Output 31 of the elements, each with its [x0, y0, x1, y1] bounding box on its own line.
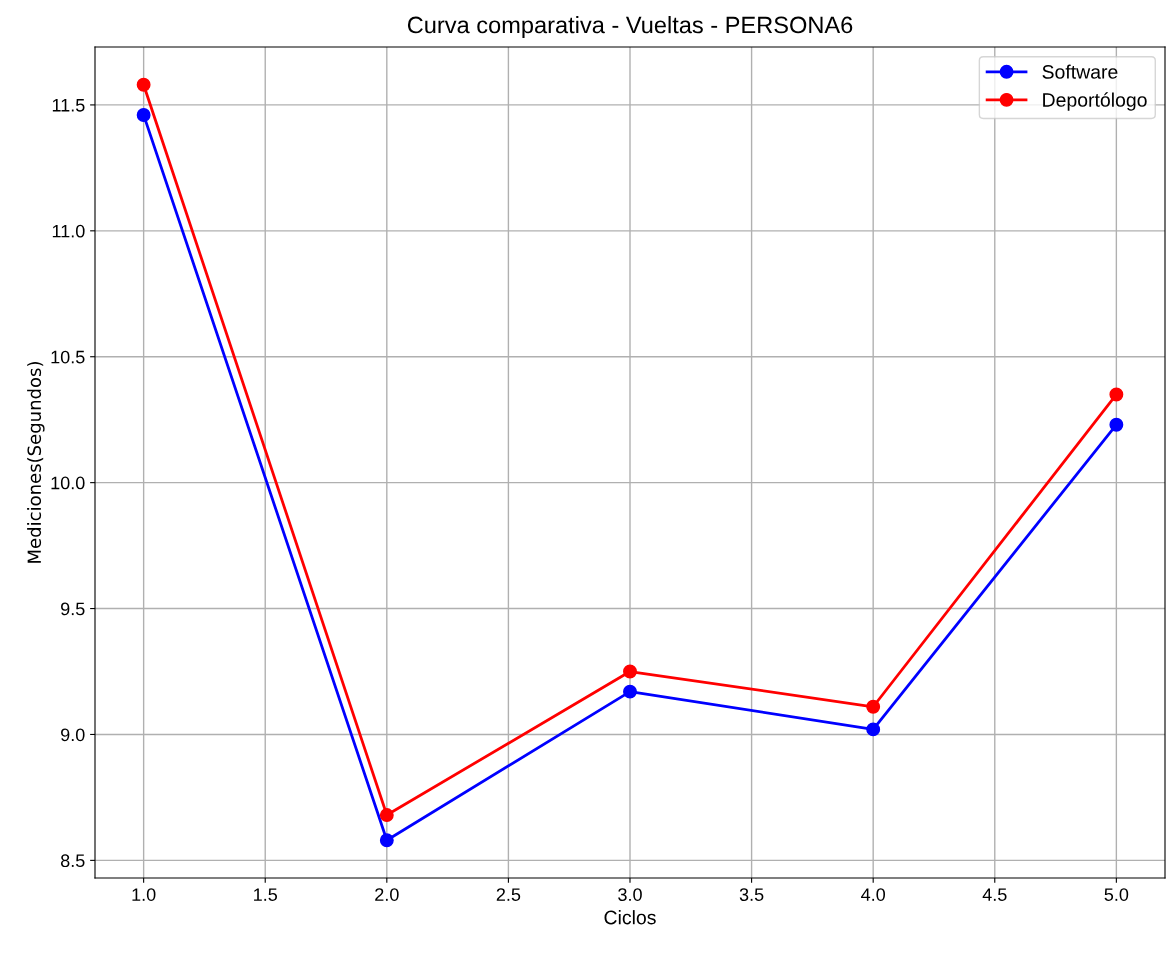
point — [379, 833, 394, 848]
x-tick-label: 1.5 — [254, 888, 278, 901]
chart-title: Curva comparativa - Vueltas - PERSONA6 — [407, 16, 853, 39]
x-tick-label: 1.0 — [132, 888, 156, 901]
legend-label: Software — [1042, 64, 1118, 79]
point — [136, 77, 151, 92]
point — [866, 699, 881, 714]
legend-label: Deportólogo — [1043, 92, 1147, 111]
y-tick-label: 11.5 — [52, 99, 85, 112]
x-tick-label: 5.0 — [1104, 888, 1129, 901]
x-tick-label: 4.5 — [982, 888, 1007, 901]
point — [379, 808, 394, 822]
point — [1109, 417, 1124, 432]
x-tick-label: 4.0 — [861, 888, 886, 901]
y-tick-label: 9.0 — [61, 728, 85, 742]
x-axis-title: Ciclos — [604, 910, 656, 925]
x-tick-label: 3.5 — [739, 888, 764, 901]
y-tick-label: 10.0 — [51, 476, 85, 490]
y-tick-label: 11.0 — [52, 224, 85, 238]
point — [623, 664, 637, 679]
point — [866, 722, 881, 737]
y-axis-title: Mediciones(Segundos) — [27, 362, 45, 563]
x-tick-label: 2.0 — [375, 888, 399, 901]
point — [1109, 387, 1124, 402]
point — [623, 684, 637, 699]
point — [136, 108, 151, 122]
y-tick-label: 10.5 — [51, 350, 85, 364]
x-tick-label: 3.0 — [618, 888, 642, 901]
x-tick-label: 2.5 — [496, 888, 521, 901]
y-tick-label: 9.5 — [61, 602, 85, 616]
y-tick-label: 8.5 — [60, 854, 85, 868]
